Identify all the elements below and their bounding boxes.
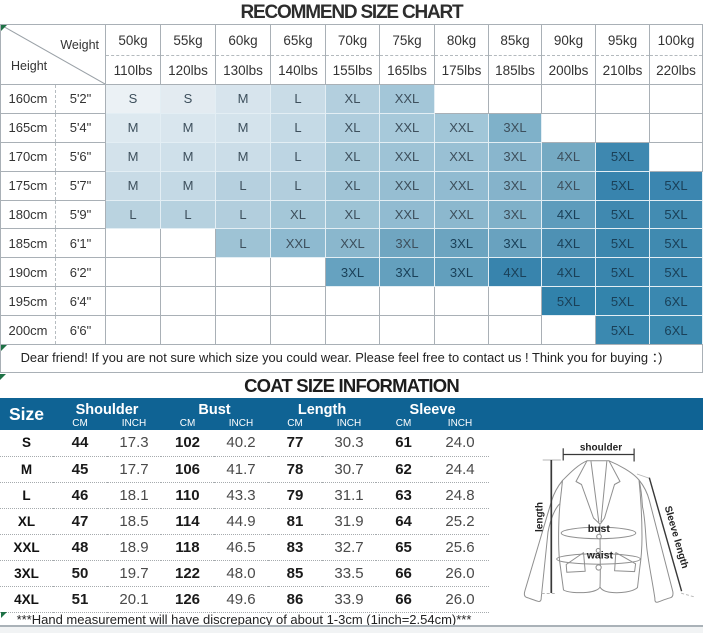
svg-text:waist: waist [586,550,614,562]
svg-text:length: length [535,502,546,532]
svg-text:bust: bust [588,523,611,535]
svg-text:shoulder: shoulder [580,443,622,454]
